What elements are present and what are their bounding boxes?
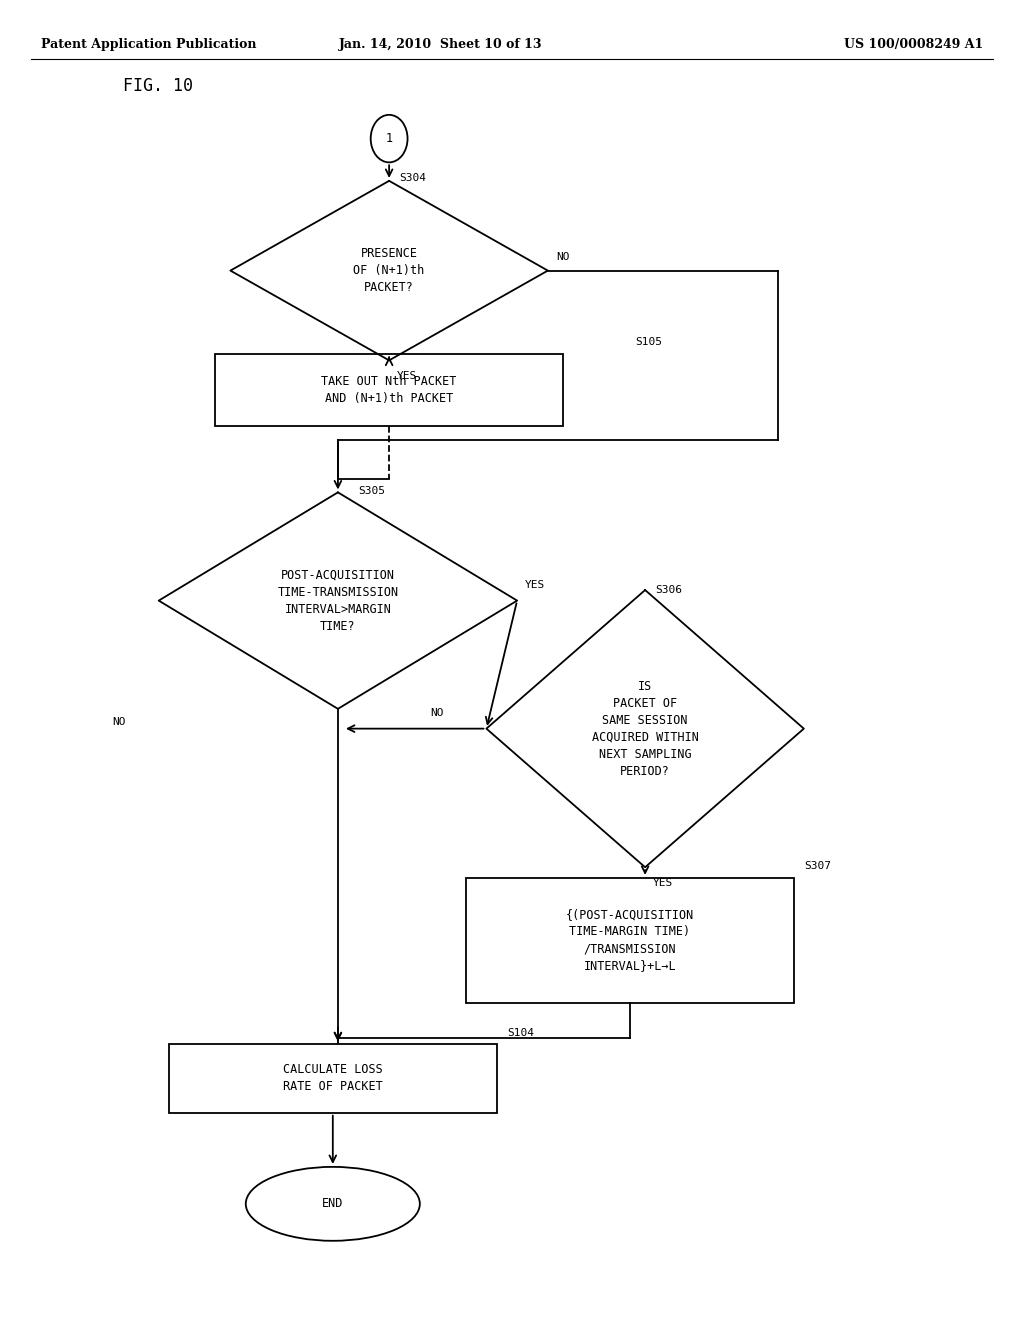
Ellipse shape <box>246 1167 420 1241</box>
Text: S305: S305 <box>358 486 385 495</box>
Text: Patent Application Publication: Patent Application Publication <box>41 38 256 51</box>
Bar <box>215 354 563 426</box>
Text: S306: S306 <box>655 585 682 595</box>
Text: S105: S105 <box>635 337 662 347</box>
Text: YES: YES <box>653 878 674 888</box>
Text: 1: 1 <box>386 132 392 145</box>
Text: TAKE OUT Nth PACKET
AND (N+1)th PACKET: TAKE OUT Nth PACKET AND (N+1)th PACKET <box>322 375 457 405</box>
Text: YES: YES <box>525 579 546 590</box>
Bar <box>169 1044 497 1113</box>
Bar <box>466 878 794 1003</box>
Circle shape <box>371 115 408 162</box>
Text: END: END <box>323 1197 343 1210</box>
Text: CALCULATE LOSS
RATE OF PACKET: CALCULATE LOSS RATE OF PACKET <box>283 1064 383 1093</box>
Text: S104: S104 <box>507 1027 534 1038</box>
Text: NO: NO <box>113 717 126 727</box>
Text: NO: NO <box>556 252 569 263</box>
Text: US 100/0008249 A1: US 100/0008249 A1 <box>844 38 983 51</box>
Text: POST-ACQUISITION
TIME-TRANSMISSION
INTERVAL>MARGIN
TIME?: POST-ACQUISITION TIME-TRANSMISSION INTER… <box>278 569 398 632</box>
Text: IS
PACKET OF
SAME SESSION
ACQUIRED WITHIN
NEXT SAMPLING
PERIOD?: IS PACKET OF SAME SESSION ACQUIRED WITHI… <box>592 680 698 777</box>
Text: NO: NO <box>430 708 443 718</box>
Text: {(POST-ACQUISITION
TIME-MARGIN TIME)
/TRANSMISSION
INTERVAL}+L→L: {(POST-ACQUISITION TIME-MARGIN TIME) /TR… <box>565 908 694 973</box>
Text: YES: YES <box>397 371 418 381</box>
Text: Jan. 14, 2010  Sheet 10 of 13: Jan. 14, 2010 Sheet 10 of 13 <box>339 38 542 51</box>
Text: S307: S307 <box>804 861 830 871</box>
Text: S304: S304 <box>399 173 426 183</box>
Text: PRESENCE
OF (N+1)th
PACKET?: PRESENCE OF (N+1)th PACKET? <box>353 247 425 294</box>
Text: FIG. 10: FIG. 10 <box>123 77 193 95</box>
